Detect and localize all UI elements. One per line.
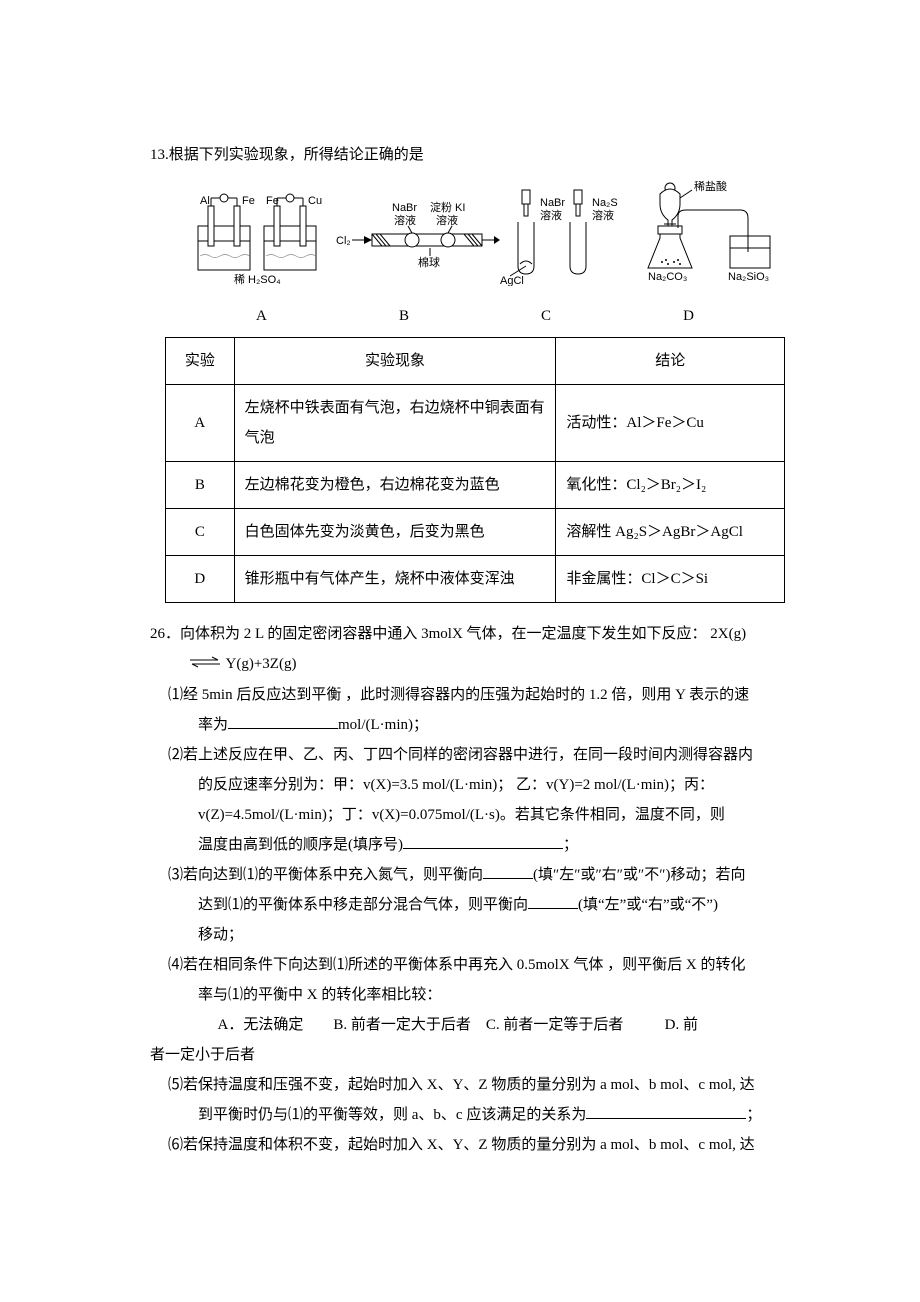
- label-cl2: Cl₂: [336, 235, 351, 247]
- q26-equation: Y(g)+3Z(g): [150, 649, 800, 680]
- blank: [528, 908, 578, 909]
- q26-3a-mid: (填″左″或″右″或″不″)移动；若向: [533, 867, 745, 883]
- blank: [228, 728, 338, 729]
- svg-text:溶液: 溶液: [540, 208, 562, 222]
- q26-2c: v(Z)=4.5mol/(L·min)；丁：v(X)=0.075mol/(L·s…: [150, 800, 800, 830]
- equilibrium-arrows-icon: [188, 650, 222, 680]
- blank: [586, 1118, 746, 1119]
- q26-6a: ⑹若保持温度和体积不变，起始时加入 X、Y、Z 物质的量分别为 a mol、b …: [150, 1130, 800, 1160]
- svg-text:溶液: 溶液: [436, 213, 458, 227]
- diagram-c: NaBr 溶液 Na₂S 溶液 AgCl: [500, 186, 630, 295]
- cell-ph: 左烧杯中铁表面有气泡，右边烧杯中铜表面有气泡: [234, 385, 556, 462]
- q26-4b: 率与⑴的平衡中 X 的转化率相比较：: [150, 980, 800, 1010]
- blank: [403, 848, 563, 849]
- q26-3b-text: 达到⑴的平衡体系中移走部分混合气体，则平衡向: [198, 897, 528, 913]
- tube-icon: Cl₂ NaBr 溶液 淀粉 KI 溶液: [330, 186, 500, 286]
- q26-3b-tail: (填“左”或“右”或“不”): [578, 897, 718, 913]
- dlabel-d: D: [683, 301, 694, 331]
- q26-4-opts: A．无法确定 B. 前者一定大于后者 C. 前者一定等于后者 D. 前: [150, 1010, 800, 1040]
- q26-5a: ⑸若保持温度和压强不变，起始时加入 X、Y、Z 物质的量分别为 a mol、b …: [150, 1070, 800, 1100]
- label-cotton: 棉球: [418, 255, 440, 269]
- q26-2d-text: 温度由高到低的顺序是(填序号): [198, 837, 403, 853]
- label-agcl: AgCl: [500, 275, 524, 286]
- cell-con: 溶解性 Ag₂S＞AgBr＞AgCl: [556, 509, 785, 556]
- opt-b: B. 前者一定大于后者: [333, 1017, 471, 1033]
- q26-4a: ⑷若在相同条件下向达到⑴所述的平衡体系中再充入 0.5molX 气体 ，则平衡后…: [150, 950, 800, 980]
- table-row: C 白色固体先变为淡黄色，后变为黑色 溶解性 Ag₂S＞AgBr＞AgCl: [166, 509, 785, 556]
- svg-text:NaBr: NaBr: [540, 197, 565, 209]
- beakers-icon: Al Fe Fe Cu 稀 H₂SO₄: [190, 186, 330, 286]
- table-header-row: 实验 实验现象 结论: [166, 338, 785, 385]
- q26-1b: 率为 mol/(L·min)；: [150, 710, 800, 740]
- label-acid: 稀盐酸: [694, 179, 727, 193]
- q13-title: 13.根据下列实验现象，所得结论正确的是: [150, 140, 800, 170]
- q26-5b-text: 到平衡时仍与⑴的平衡等效，则 a、b、c 应该满足的关系为: [198, 1107, 586, 1123]
- eq-tail: Y(g)+3Z(g): [226, 656, 297, 672]
- q26-2a: ⑵若上述反应在甲、乙、丙、丁四个同样的密闭容器中进行，在同一段时间内测得容器内: [150, 740, 800, 770]
- q13-diagrams: Al Fe Fe Cu 稀 H₂SO₄ Cl: [190, 176, 760, 295]
- q13-table: 实验 实验现象 结论 A 左烧杯中铁表面有气泡，右边烧杯中铜表面有气泡 活动性：…: [165, 337, 785, 603]
- table-row: A 左烧杯中铁表面有气泡，右边烧杯中铜表面有气泡 活动性：Al＞Fe＞Cu: [166, 385, 785, 462]
- cell-ph: 左边棉花变为橙色，右边棉花变为蓝色: [234, 462, 556, 509]
- q26-3a-text: ⑶若向达到⑴的平衡体系中充入氮气，则平衡向: [168, 867, 483, 883]
- opt-a: A．无法确定: [218, 1017, 304, 1033]
- cell-id: A: [166, 385, 235, 462]
- cell-id: C: [166, 509, 235, 556]
- label-fe1: Fe: [242, 195, 255, 207]
- label-na2sio3: Na₂SiO₃: [728, 271, 769, 283]
- cell-ph: 白色固体先变为淡黄色，后变为黑色: [234, 509, 556, 556]
- q26-2b: 的反应速率分别为：甲：v(X)=3.5 mol/(L·min)； 乙：v(Y)=…: [150, 770, 800, 800]
- q26-5b-tail: ；: [746, 1107, 761, 1123]
- dlabel-c: C: [541, 301, 551, 331]
- svg-text:淀粉 KI: 淀粉 KI: [430, 200, 465, 214]
- q26-1a: ⑴经 5min 后反应达到平衡 ，此时测得容器内的压强为起始时的 1.2 倍，则…: [150, 680, 800, 710]
- table-row: D 锥形瓶中有气体产生，烧杯中液体变浑浊 非金属性：Cl＞C＞Si: [166, 556, 785, 603]
- cell-id: D: [166, 556, 235, 603]
- q26: 26．向体积为 2 L 的固定密闭容器中通入 3molX 气体，在一定温度下发生…: [150, 619, 800, 1160]
- th-id: 实验: [166, 338, 235, 385]
- cell-ph: 锥形瓶中有气体产生，烧杯中液体变浑浊: [234, 556, 556, 603]
- label-cu: Cu: [308, 195, 322, 207]
- opt-c: C. 前者一定等于后者: [486, 1017, 624, 1033]
- table-row: B 左边棉花变为橙色，右边棉花变为蓝色 氧化性：Cl₂＞Br₂＞I₂: [166, 462, 785, 509]
- diagram-d: 稀盐酸 Na₂CO₃ Na₂SiO₃: [630, 176, 790, 295]
- dlabel-b: B: [399, 301, 409, 331]
- q26-1b-text: 率为: [198, 717, 228, 733]
- th-phenomenon: 实验现象: [234, 338, 556, 385]
- label-al: Al: [200, 195, 210, 207]
- q26-3c: 移动；: [150, 920, 800, 950]
- dlabel-a: A: [256, 301, 267, 331]
- droppers-icon: NaBr 溶液 Na₂S 溶液 AgCl: [500, 186, 630, 286]
- opt-d: D. 前: [665, 1017, 698, 1033]
- page-root: 13.根据下列实验现象，所得结论正确的是 Al Fe: [0, 0, 920, 1220]
- th-conclusion: 结论: [556, 338, 785, 385]
- q26-5b: 到平衡时仍与⑴的平衡等效，则 a、b、c 应该满足的关系为 ；: [150, 1100, 800, 1130]
- q26-2d: 温度由高到低的顺序是(填序号) ；: [150, 830, 800, 860]
- diagram-b: Cl₂ NaBr 溶液 淀粉 KI 溶液: [330, 186, 500, 295]
- svg-text:溶液: 溶液: [592, 208, 614, 222]
- q26-4-opt-d-cont: 者一定小于后者: [150, 1040, 800, 1070]
- label-na2co3: Na₂CO₃: [648, 271, 687, 283]
- svg-text:溶液: 溶液: [394, 213, 416, 227]
- svg-text:NaBr: NaBr: [392, 202, 417, 214]
- q26-3a: ⑶若向达到⑴的平衡体系中充入氮气，则平衡向 (填″左″或″右″或″不″)移动；若向: [150, 860, 800, 890]
- q26-2d-tail: ；: [563, 837, 578, 853]
- q26-head: 26．向体积为 2 L 的固定密闭容器中通入 3molX 气体，在一定温度下发生…: [150, 619, 800, 649]
- label-fe2: Fe: [266, 195, 279, 207]
- blank: [483, 878, 533, 879]
- cell-id: B: [166, 462, 235, 509]
- q26-3b: 达到⑴的平衡体系中移走部分混合气体，则平衡向 (填“左”或“右”或“不”): [150, 890, 800, 920]
- diagram-a: Al Fe Fe Cu 稀 H₂SO₄: [190, 186, 330, 295]
- cell-con: 氧化性：Cl₂＞Br₂＞I₂: [556, 462, 785, 509]
- label-h2so4: 稀 H₂SO₄: [234, 273, 281, 286]
- apparatus-icon: 稀盐酸 Na₂CO₃ Na₂SiO₃: [630, 176, 790, 286]
- svg-text:Na₂S: Na₂S: [592, 197, 618, 209]
- cell-con: 非金属性：Cl＞C＞Si: [556, 556, 785, 603]
- diagram-labels-row: A B C D: [190, 301, 760, 331]
- cell-con: 活动性：Al＞Fe＞Cu: [556, 385, 785, 462]
- q26-1b-unit: mol/(L·min)；: [338, 717, 428, 733]
